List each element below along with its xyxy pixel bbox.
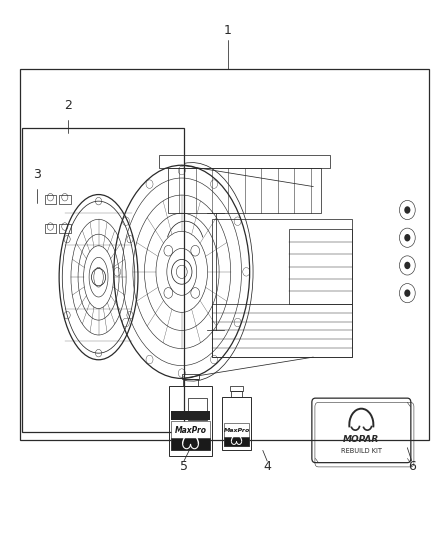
Text: 5: 5 — [180, 460, 188, 473]
Bar — [159, 155, 330, 168]
Circle shape — [404, 234, 410, 241]
Bar — [183, 379, 198, 386]
Bar — [182, 374, 199, 379]
Text: 1: 1 — [224, 25, 232, 37]
Bar — [171, 438, 210, 450]
Bar — [231, 391, 242, 397]
Bar — [188, 398, 207, 419]
Bar — [169, 386, 212, 456]
Circle shape — [404, 206, 410, 214]
Bar — [224, 437, 249, 446]
Circle shape — [404, 289, 410, 297]
Bar — [171, 421, 210, 450]
Bar — [59, 224, 71, 233]
Bar — [20, 69, 429, 440]
Bar — [212, 219, 353, 357]
Text: MaxPro: MaxPro — [174, 426, 207, 435]
Text: 2: 2 — [64, 99, 72, 112]
Text: 3: 3 — [33, 168, 41, 181]
Text: 4: 4 — [263, 460, 271, 473]
Text: MaxPro: MaxPro — [223, 428, 250, 433]
Text: REBUILD KIT: REBUILD KIT — [341, 448, 382, 454]
Bar — [224, 423, 249, 446]
Circle shape — [404, 262, 410, 269]
Bar — [290, 229, 353, 304]
Text: MOPAR: MOPAR — [343, 435, 379, 444]
Bar — [22, 128, 184, 432]
Bar — [171, 411, 210, 419]
Bar — [45, 224, 56, 233]
Bar — [59, 195, 71, 204]
Text: 6: 6 — [408, 460, 416, 473]
Bar — [168, 168, 321, 213]
Bar — [230, 386, 243, 391]
Bar — [45, 195, 56, 204]
Bar — [223, 397, 251, 450]
Bar — [212, 304, 353, 357]
